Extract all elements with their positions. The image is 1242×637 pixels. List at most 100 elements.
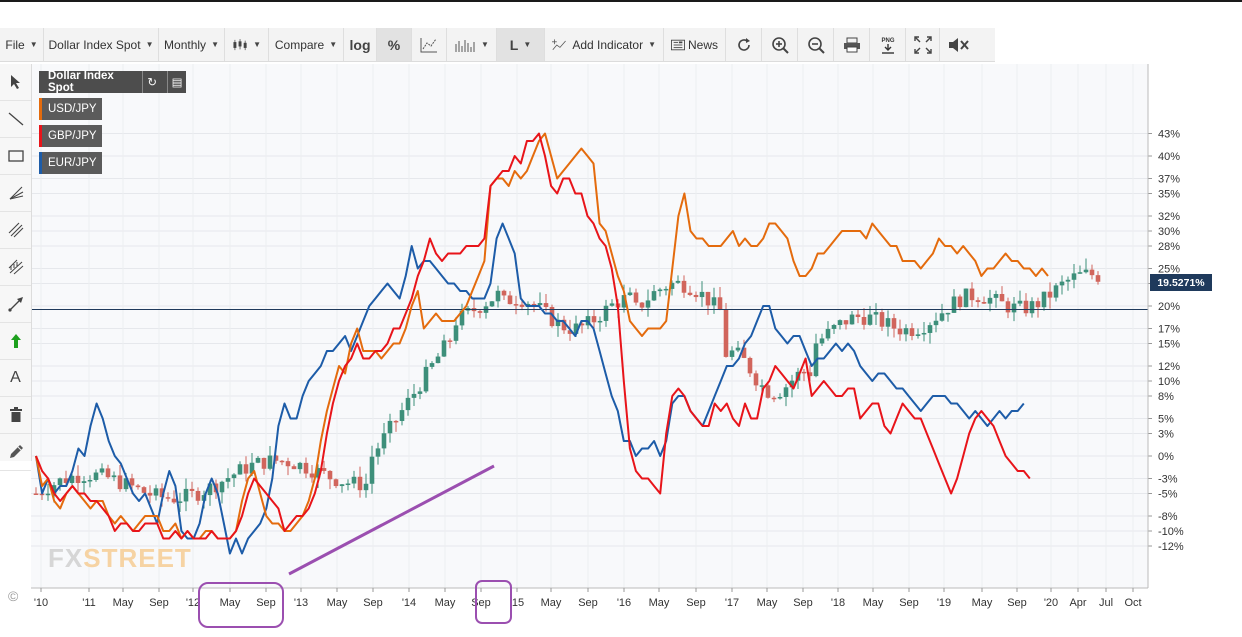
x-tick-label: May: [113, 597, 134, 609]
svg-text:PNG: PNG: [881, 38, 894, 44]
candle-body: [579, 323, 585, 326]
trendline-annotation: [288, 464, 495, 576]
candle-body: [249, 462, 255, 474]
channel-tool[interactable]: [0, 212, 31, 249]
eurjpy-line: [35, 222, 1025, 555]
legend-gbpjpy[interactable]: GBP/JPY: [39, 125, 102, 147]
legend-gbpjpy-label: GBP/JPY: [48, 130, 97, 142]
y-tick-label: 10%: [1158, 376, 1180, 388]
usdjpy-swatch: [39, 98, 42, 120]
add-indicator-button[interactable]: Add Indicator ▼: [545, 28, 664, 61]
chevron-down-icon: ▼: [523, 40, 532, 49]
y-axis: 43%40%37%35%32%30%28%25%23%20%17%15%12%1…: [1147, 64, 1184, 588]
delete-tool[interactable]: [0, 397, 31, 434]
text-tool[interactable]: A: [0, 360, 31, 397]
pencil-tool[interactable]: [0, 434, 31, 471]
file-menu[interactable]: File ▼: [0, 28, 44, 61]
x-tick-label: '16: [617, 597, 631, 609]
candle-body: [741, 347, 747, 358]
x-tick-label: Sep: [793, 597, 813, 609]
arrow-line-tool[interactable]: [0, 286, 31, 323]
chart-legend: Dollar Index Spot ↻ ▤ USD/JPY GBP/JPY EU…: [39, 70, 186, 179]
chart-type-button[interactable]: ▼: [225, 28, 269, 61]
drawing-toolbar: A: [0, 64, 32, 471]
candle-body: [141, 487, 147, 493]
candle-body: [279, 460, 285, 463]
compare-button[interactable]: Compare ▼: [269, 28, 344, 61]
candle-body: [273, 455, 279, 461]
y-tick-label: 25%: [1158, 264, 1180, 276]
percent-scale-button[interactable]: %: [377, 28, 412, 61]
fan-tool[interactable]: [0, 175, 31, 212]
mute-button[interactable]: [940, 28, 977, 61]
cursor-icon: [10, 75, 20, 89]
candle-body: [333, 479, 339, 487]
log-scale-button[interactable]: log: [344, 28, 377, 61]
candle-body: [507, 295, 513, 305]
pitchfork-tool[interactable]: [0, 249, 31, 286]
candle-body: [699, 291, 705, 298]
x-tick-label: May: [435, 597, 456, 609]
legend-refresh-icon[interactable]: ↻: [142, 71, 161, 93]
volume-button[interactable]: ▼: [447, 28, 497, 61]
legend-usdjpy[interactable]: USD/JPY: [39, 98, 102, 120]
instrument-select[interactable]: Dollar Index Spot ▼: [44, 28, 159, 61]
candle-body: [411, 393, 417, 398]
indicator-icon: [552, 38, 566, 50]
cursor-tool[interactable]: [0, 64, 31, 101]
zoom-in-icon: [771, 36, 789, 54]
candle-body: [321, 468, 327, 471]
candle-body: [909, 328, 915, 336]
newspaper-icon: [671, 39, 685, 50]
y-tick-label: 40%: [1158, 151, 1180, 163]
candle-body: [519, 304, 525, 307]
chart-area[interactable]: 43%40%37%35%32%30%28%25%23%20%17%15%12%1…: [0, 62, 1242, 632]
candle-body: [825, 328, 831, 339]
y-tick-label: -5%: [1158, 489, 1178, 501]
candle-body: [633, 292, 639, 303]
series-lines: [31, 132, 1148, 555]
legend-main-label: Dollar Index Spot: [48, 70, 114, 94]
candle-body: [303, 462, 309, 474]
fullscreen-button[interactable]: [906, 28, 940, 61]
candle-body: [417, 391, 423, 394]
candle-body: [477, 311, 483, 313]
news-button[interactable]: News: [664, 28, 726, 61]
candle-body: [927, 325, 933, 333]
rectangle-tool[interactable]: [0, 138, 31, 175]
candle-body: [459, 310, 465, 326]
legend-main[interactable]: Dollar Index Spot ↻ ▤: [39, 70, 186, 94]
zoom-in-button[interactable]: [762, 28, 798, 61]
zoom-out-button[interactable]: [798, 28, 834, 61]
candle-body: [621, 295, 627, 308]
candle-body: [993, 294, 999, 298]
candle-body: [597, 320, 603, 323]
line-tool[interactable]: [0, 101, 31, 138]
current-value-badge: 19.5271%: [1150, 274, 1212, 291]
print-button[interactable]: [834, 28, 870, 61]
drawing-tools-button[interactable]: [412, 28, 447, 61]
candle-body: [1053, 285, 1059, 298]
up-arrow-tool[interactable]: [0, 323, 31, 360]
candle-body: [687, 292, 693, 295]
candle-body: [1041, 291, 1047, 308]
interval-select[interactable]: Monthly ▼: [159, 28, 225, 61]
x-tick-label: Sep: [899, 597, 919, 609]
legend-eurjpy[interactable]: EUR/JPY: [39, 152, 102, 174]
watermark-street: STREET: [83, 543, 192, 573]
x-tick-label: May: [220, 597, 241, 609]
candle-body: [639, 302, 645, 308]
legend-settings-icon[interactable]: ▤: [167, 71, 186, 93]
candle-body: [291, 466, 297, 470]
candle-body: [723, 309, 729, 357]
print-icon: [843, 37, 860, 52]
refresh-button[interactable]: [726, 28, 762, 61]
download-png-button[interactable]: PNG: [870, 28, 906, 61]
chart-toolbar: File ▼ Dollar Index Spot ▼ Monthly ▼ ▼ Comp…: [0, 28, 995, 62]
fxstreet-watermark: FXSTREET: [48, 543, 192, 574]
chart-canvas[interactable]: 43%40%37%35%32%30%28%25%23%20%17%15%12%1…: [0, 62, 1242, 632]
candle-body: [759, 385, 765, 387]
candle-body: [867, 314, 873, 325]
line-type-select[interactable]: L ▼: [497, 28, 545, 61]
candle-body: [1011, 303, 1017, 313]
